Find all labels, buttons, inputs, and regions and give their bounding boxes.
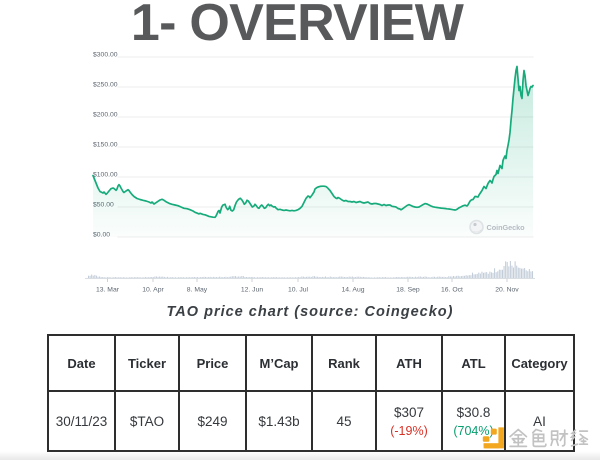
svg-text:16. Oct: 16. Oct — [441, 287, 463, 294]
svg-text:$250.00: $250.00 — [93, 82, 118, 89]
svg-text:$200.00: $200.00 — [93, 112, 118, 119]
svg-text:$100.00: $100.00 — [93, 172, 118, 179]
svg-text:18. Sep: 18. Sep — [396, 287, 420, 294]
svg-text:$300.00: $300.00 — [93, 52, 118, 59]
svg-text:13. Mar: 13. Mar — [96, 287, 120, 294]
svg-text:$150.00: $150.00 — [93, 142, 118, 149]
svg-text:12. Jun: 12. Jun — [241, 287, 264, 294]
svg-text:8. May: 8. May — [187, 287, 208, 294]
svg-text:10. Apr: 10. Apr — [142, 287, 164, 294]
svg-text:14. Aug: 14. Aug — [341, 287, 364, 294]
svg-text:CoinGecko: CoinGecko — [487, 223, 526, 232]
svg-text:10. Jul: 10. Jul — [288, 287, 309, 294]
svg-text:20. Nov: 20. Nov — [495, 287, 519, 294]
